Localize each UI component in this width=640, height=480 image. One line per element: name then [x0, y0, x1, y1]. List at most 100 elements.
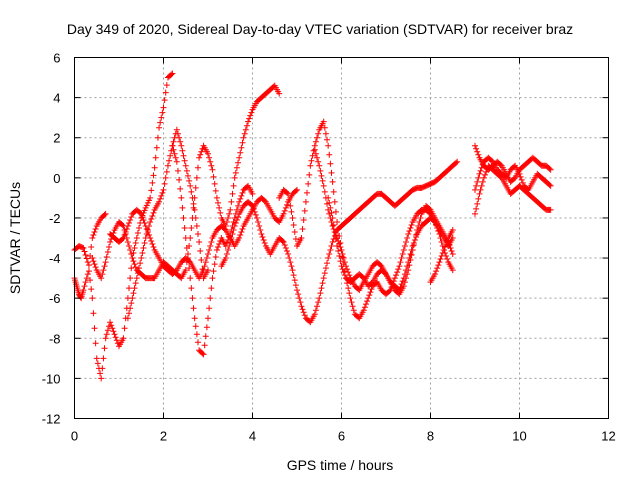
data-point	[519, 179, 526, 186]
y-tick-label: -8	[49, 331, 61, 346]
data-point	[188, 188, 195, 195]
data-point	[104, 249, 111, 256]
data-point	[88, 244, 95, 251]
data-point	[329, 222, 336, 229]
data-point	[280, 239, 287, 246]
grid-lines	[74, 57, 609, 419]
data-point	[233, 216, 240, 223]
data-point	[294, 186, 300, 193]
data-point	[475, 151, 482, 158]
data-point	[126, 310, 133, 317]
data-point	[212, 254, 219, 261]
data-point	[213, 194, 220, 201]
data-point	[107, 239, 114, 246]
data-point	[85, 268, 92, 275]
data-point	[128, 251, 135, 258]
data-point	[85, 262, 92, 269]
data-point	[136, 265, 143, 272]
data-point	[120, 335, 127, 342]
data-point	[476, 170, 483, 177]
data-point	[205, 150, 211, 157]
data-point	[298, 235, 305, 241]
data-point	[314, 134, 321, 141]
data-point	[249, 190, 256, 197]
data-point	[311, 146, 318, 153]
data-point	[144, 226, 151, 233]
data-point	[546, 165, 553, 172]
data-point	[260, 237, 267, 244]
data-point	[236, 154, 243, 161]
data-point	[329, 178, 336, 185]
data-point	[202, 333, 209, 340]
data-point	[304, 189, 311, 196]
data-point	[290, 221, 297, 228]
data-point	[88, 286, 95, 293]
data-point	[477, 186, 484, 193]
data-point	[320, 118, 327, 125]
data-point	[413, 231, 420, 238]
data-point	[81, 248, 88, 255]
data-point	[140, 245, 147, 252]
data-point	[441, 244, 448, 251]
data-point	[163, 82, 170, 89]
data-point	[143, 225, 150, 232]
data-point	[302, 198, 309, 205]
data-point	[150, 244, 157, 251]
data-point	[91, 261, 98, 268]
data-point	[207, 158, 214, 165]
data-point	[183, 245, 190, 252]
y-tick-label: -12	[42, 412, 61, 427]
data-point	[251, 208, 258, 215]
data-point	[130, 290, 137, 297]
data-point	[167, 152, 174, 159]
data-point	[99, 271, 106, 278]
data-point	[252, 211, 259, 218]
data-point	[368, 280, 375, 287]
data-point	[198, 257, 205, 264]
data-point	[364, 298, 371, 305]
data-point	[399, 251, 406, 258]
data-point	[281, 242, 288, 249]
data-point	[132, 264, 139, 271]
data-point	[443, 241, 450, 248]
data-point	[405, 267, 412, 274]
data-point	[158, 192, 165, 199]
data-point	[334, 243, 341, 250]
data-point	[447, 245, 454, 252]
data-point	[131, 261, 138, 268]
data-point	[182, 235, 189, 241]
data-point	[162, 89, 169, 96]
data-point	[151, 164, 158, 171]
data-point	[159, 109, 166, 116]
data-point	[158, 114, 165, 121]
data-point	[331, 198, 338, 205]
data-point	[332, 208, 339, 215]
data-point	[325, 194, 332, 201]
data-point	[245, 118, 252, 125]
data-point	[472, 210, 478, 217]
data-point	[164, 162, 171, 169]
data-point	[240, 134, 247, 141]
data-point	[143, 202, 150, 209]
data-point	[187, 182, 194, 189]
data-point	[331, 228, 338, 235]
data-point	[289, 214, 296, 221]
data-point	[258, 230, 265, 237]
data-point	[92, 340, 99, 347]
data-point	[93, 355, 100, 362]
data-point	[141, 207, 148, 214]
data-point	[329, 214, 336, 221]
data-point	[191, 206, 198, 213]
data-point	[173, 126, 180, 133]
data-point	[435, 262, 442, 269]
x-tick-label: 12	[601, 429, 615, 444]
data-point	[395, 266, 402, 273]
data-point	[434, 265, 441, 272]
data-point	[404, 271, 411, 278]
data-point	[201, 342, 208, 349]
data-point	[285, 251, 292, 258]
data-point	[439, 250, 446, 257]
data-point	[475, 174, 482, 181]
data-point	[223, 218, 230, 225]
